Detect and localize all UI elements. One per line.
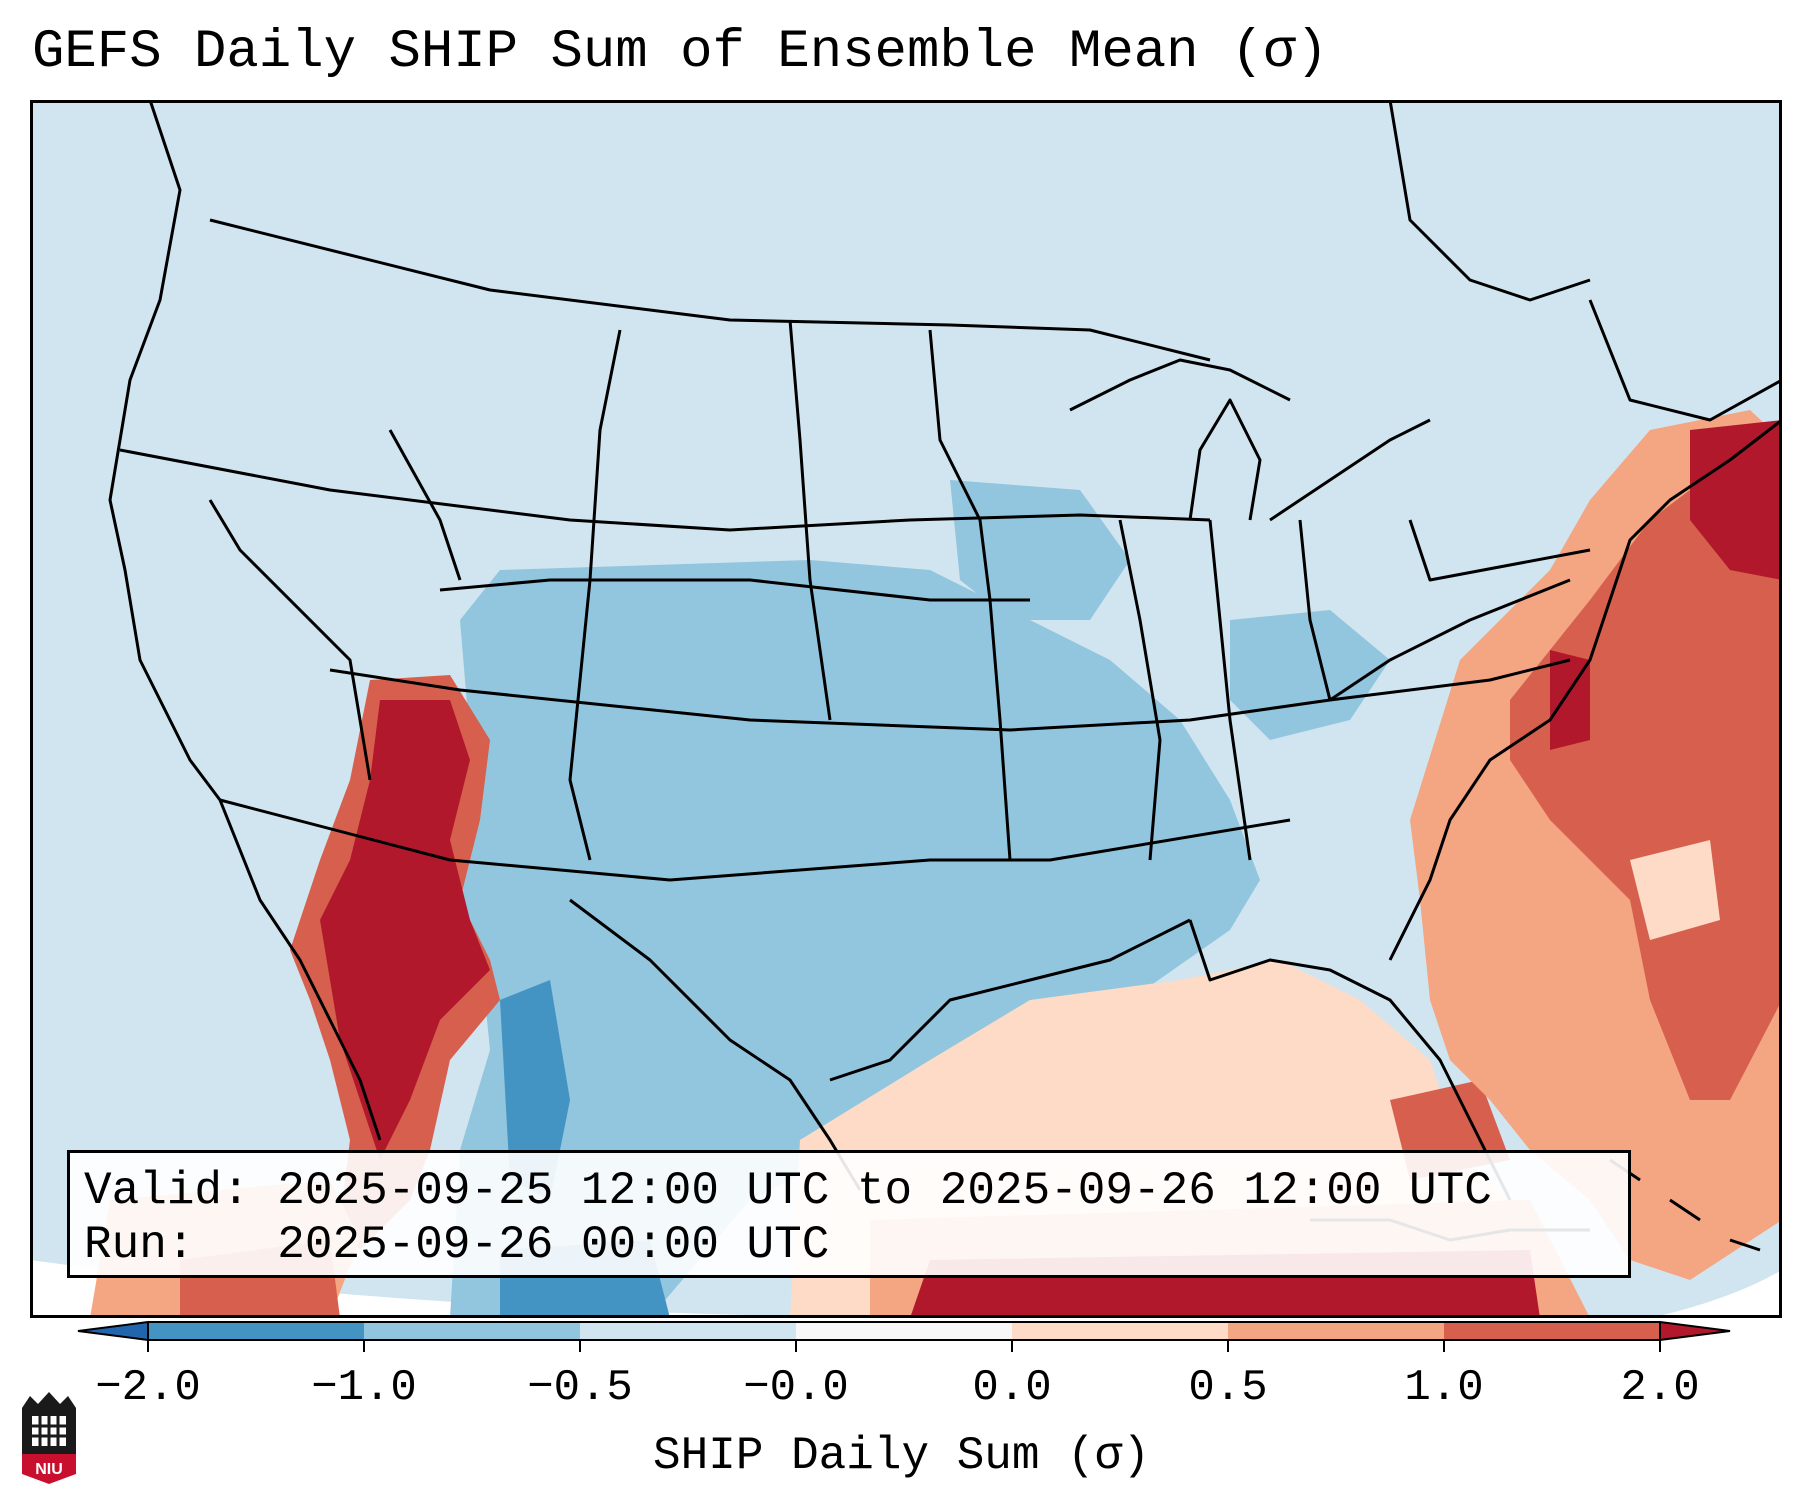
border-line-3: [439, 578, 1030, 602]
colorbar-segment: [1444, 1322, 1661, 1340]
colorbar-tick-label: 0.0: [972, 1363, 1052, 1413]
colorbar-tick-label: 1.0: [1404, 1363, 1484, 1413]
niu-logo: NIU: [22, 1392, 76, 1484]
run-label: Run:: [84, 1219, 195, 1271]
colorbar-tick-label: −2.0: [95, 1363, 201, 1413]
colorbar-outline: [147, 1321, 1661, 1341]
canada-east-border: [1388, 100, 1591, 302]
colorbar-tick-label: −0.0: [743, 1363, 849, 1413]
chart-title: GEFS Daily SHIP Sum of Ensemble Mean (σ): [32, 22, 1329, 83]
colorbar-segment: [580, 1322, 797, 1340]
atlantic-mild-patch: [1630, 840, 1720, 940]
boundary-lines: [108, 100, 1782, 1252]
new-england-border: [1588, 299, 1782, 422]
texas-border: [569, 898, 862, 1191]
nevada-border: [208, 499, 372, 781]
colorbar-segment: [796, 1322, 1013, 1340]
map-canvas: [30, 100, 1782, 1318]
info-box: Valid: 2025-09-25 12:00 UTC to 2025-09-2…: [67, 1150, 1631, 1278]
colorbar-extend-high: [1659, 1320, 1731, 1342]
valid-line: Valid: 2025-09-25 12:00 UTC to 2025-09-2…: [84, 1165, 1492, 1217]
indiana-border: [1208, 519, 1252, 861]
colorbar-tick-label: −0.5: [527, 1363, 633, 1413]
plains-cool-region: [450, 560, 1260, 1318]
pennsylvania-border: [1408, 519, 1591, 582]
lake-michigan: [1188, 398, 1262, 521]
run-value: 2025-09-26 00:00 UTC: [277, 1219, 830, 1271]
colorbar-segment: [148, 1322, 365, 1340]
newengland-hot-region: [1690, 420, 1782, 580]
mexico-cool-core: [500, 980, 570, 1200]
logo-grid-icon: [32, 1416, 66, 1446]
lake-erie: [1269, 418, 1431, 522]
texas-coast: [829, 918, 1191, 1082]
mississippi-river: [1118, 519, 1162, 861]
colorbar-tick-label: −1.0: [311, 1363, 417, 1413]
pacific-coastline: [108, 100, 382, 1141]
virginia-border: [1329, 578, 1571, 702]
logo-text: NIU: [35, 1461, 63, 1478]
colorado-border: [568, 329, 622, 861]
colorbar-extend-low: [77, 1320, 149, 1342]
border-line-4: [219, 798, 1291, 882]
us-canada-border: [209, 218, 1211, 362]
idaho-border: [388, 429, 462, 581]
colorbar-segment: [1228, 1322, 1445, 1340]
colorbar-segment: [364, 1322, 581, 1340]
map-panel: [30, 100, 1782, 1318]
colorbar-tick-label: 2.0: [1620, 1363, 1700, 1413]
atlantic-warm-core: [1510, 460, 1782, 1100]
lake-superior: [1069, 358, 1291, 412]
southwest-warm-core: [320, 700, 490, 1160]
colorbar-label: SHIP Daily Sum (σ): [653, 1430, 1150, 1482]
plains-border: [788, 319, 832, 721]
ohio-border: [1298, 519, 1332, 701]
valid-label: Valid:: [84, 1165, 250, 1217]
colorbar-segment: [1012, 1322, 1229, 1340]
projection-edge-right: [1650, 1270, 1782, 1318]
colorbar-tick-label: 0.5: [1188, 1363, 1268, 1413]
border-line-1: [119, 448, 1211, 532]
atlantic-coastline: [1388, 418, 1782, 961]
valid-value: 2025-09-25 12:00 UTC to 2025-09-26 12:00…: [277, 1165, 1492, 1217]
missouri-border: [928, 329, 1012, 861]
border-line-2: [329, 658, 1571, 732]
run-line: Run: 2025-09-26 00:00 UTC: [84, 1219, 829, 1271]
logo-shield-icon: [22, 1454, 76, 1484]
gulf-coastline: [1188, 919, 1512, 1201]
map-frame: [30, 100, 1782, 1318]
